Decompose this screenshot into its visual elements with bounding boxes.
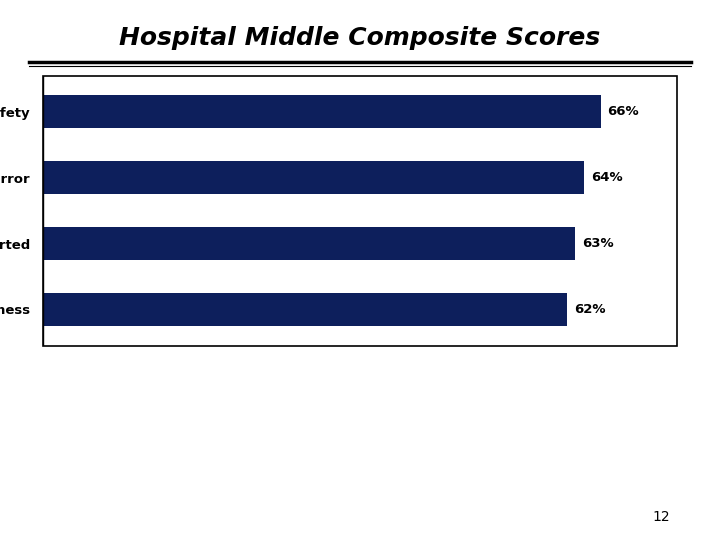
Text: 66%: 66% (608, 105, 639, 118)
Text: 63%: 63% (582, 237, 614, 250)
Bar (43, 227, 575, 260)
Bar (43, 293, 567, 326)
Text: 62%: 62% (574, 303, 606, 316)
Text: 12: 12 (652, 510, 670, 524)
Text: 64%: 64% (590, 171, 622, 184)
Bar (43, 96, 600, 129)
Text: Hospital Middle Composite Scores: Hospital Middle Composite Scores (120, 26, 600, 50)
Bar (43, 161, 584, 194)
